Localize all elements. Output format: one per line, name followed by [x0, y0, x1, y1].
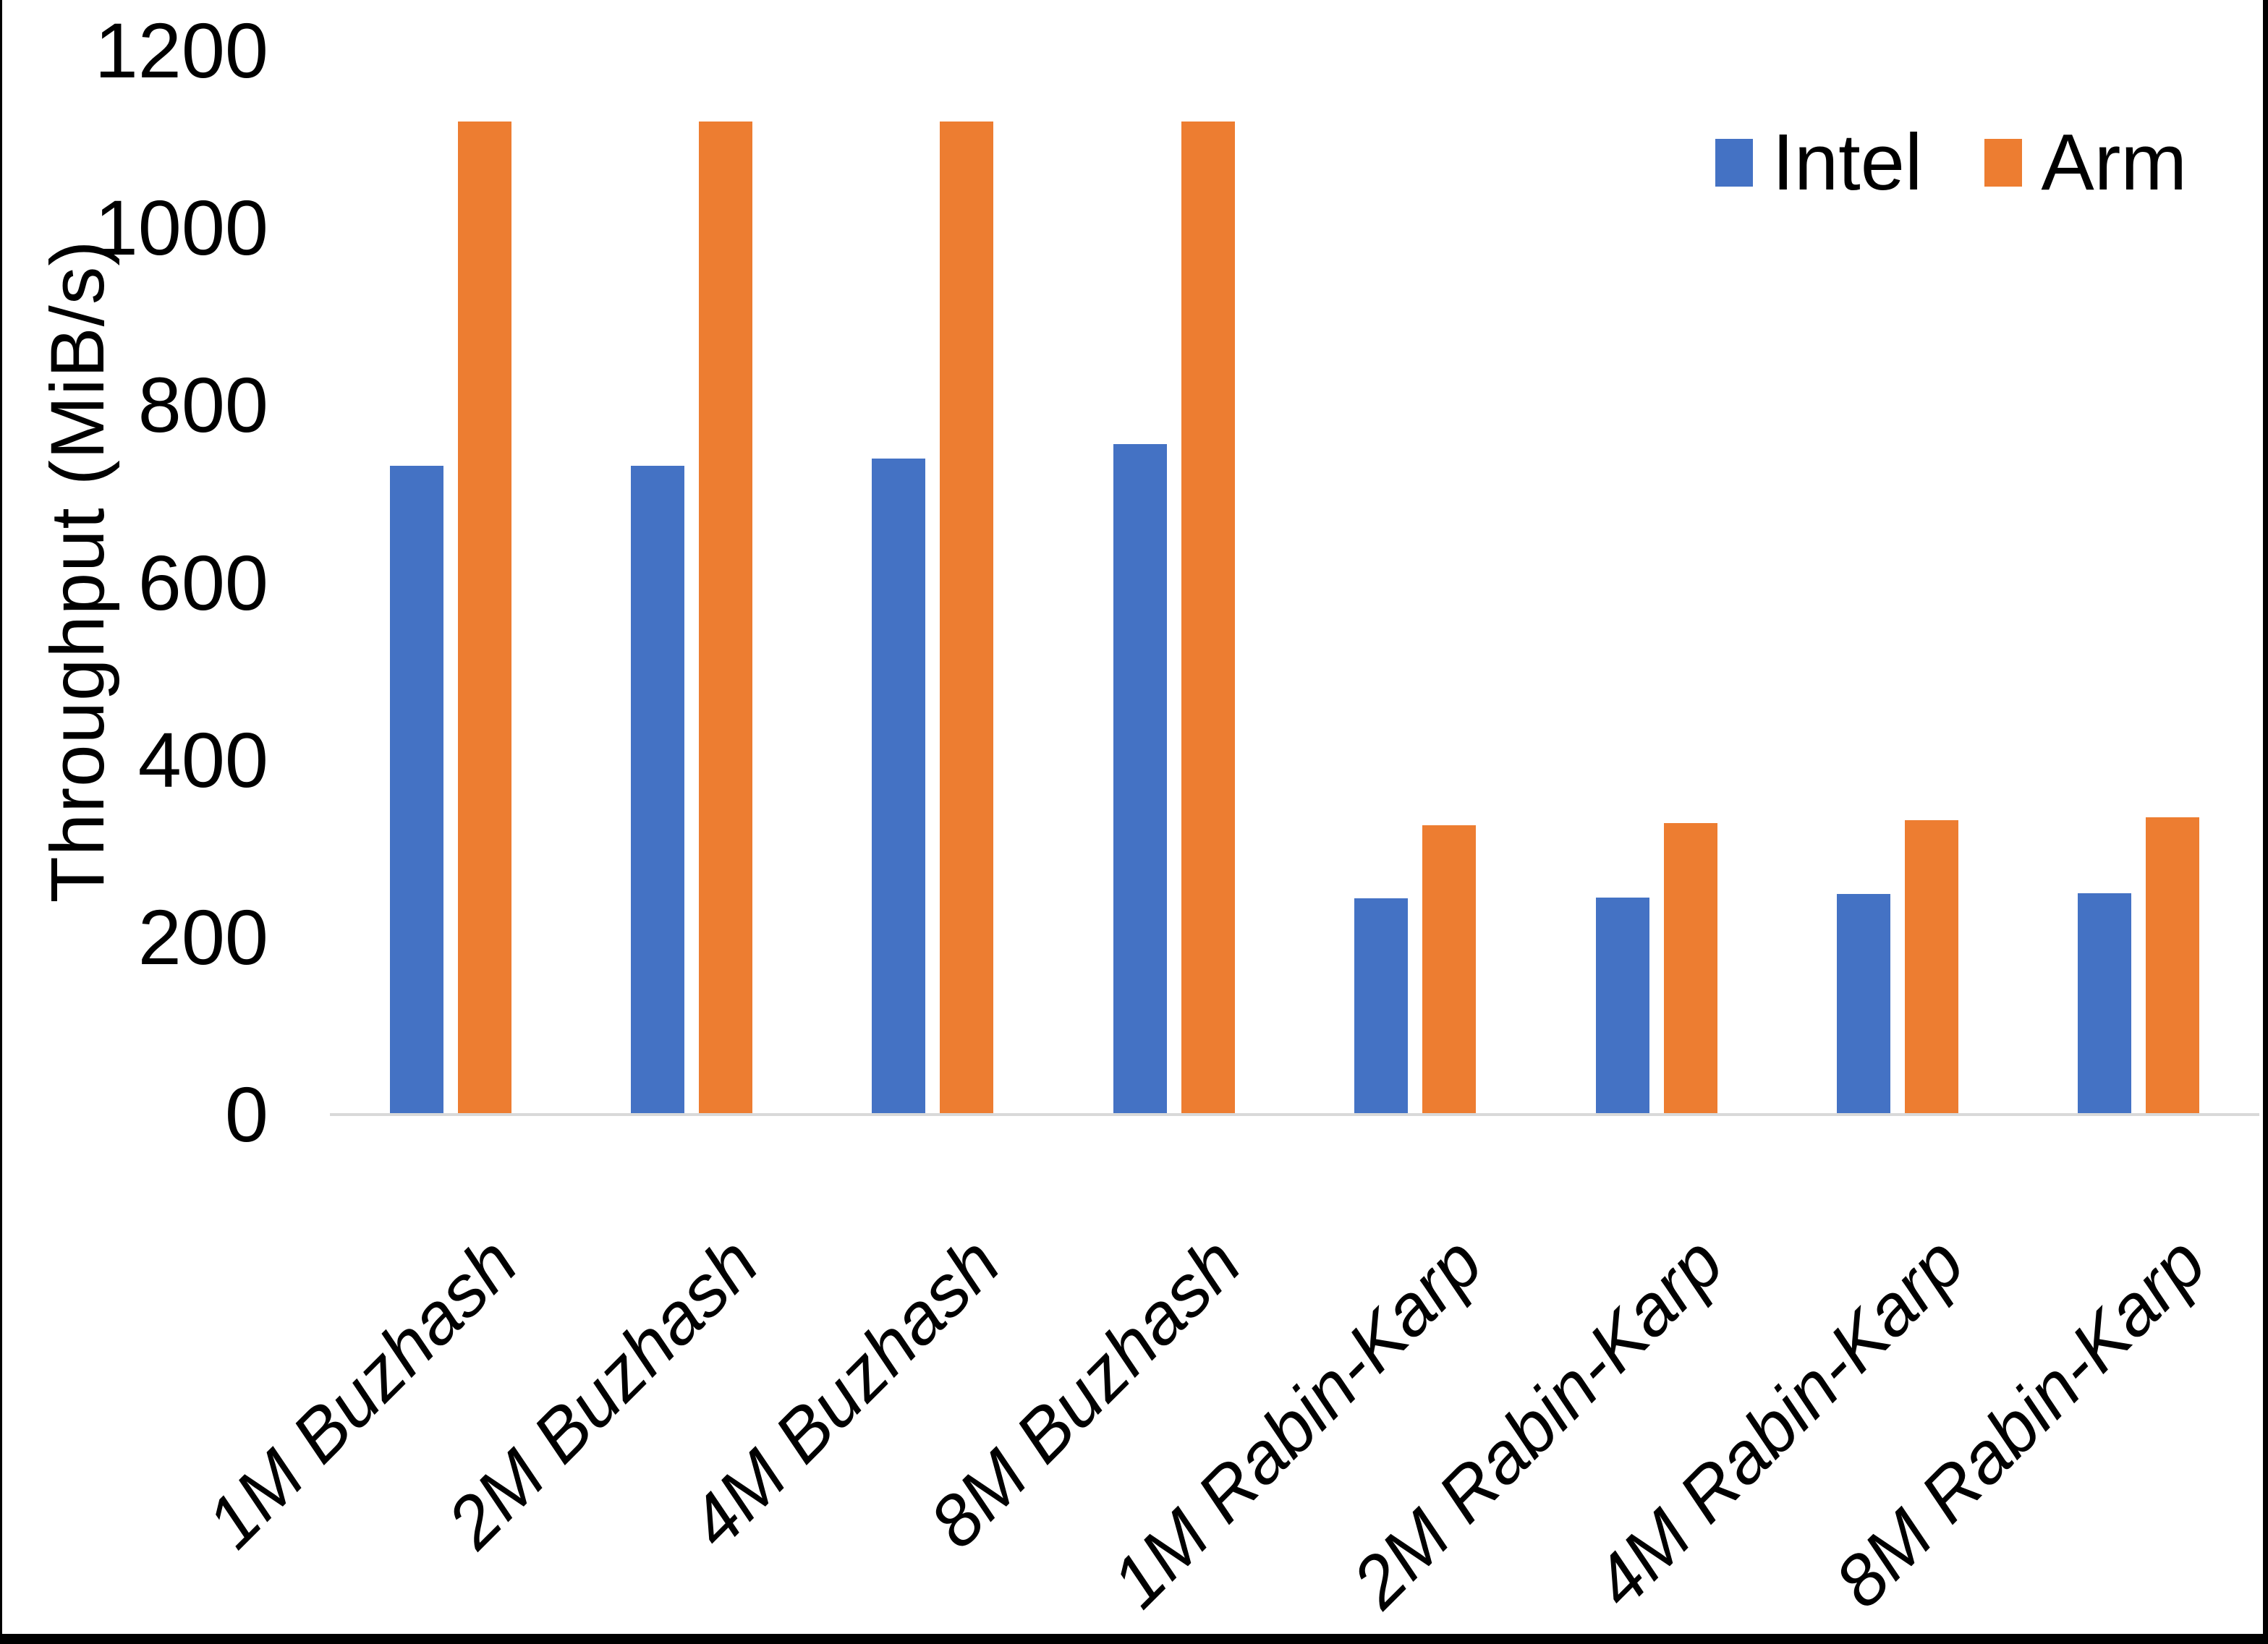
x-axis-category-labels: 1M Buzhash 2M Buzhash 4M Buzhash 8M Buzhash…: [191, 1128, 2259, 1623]
y-tick-label: 0: [224, 1070, 268, 1158]
y-tick-label: 600: [137, 538, 268, 626]
y-tick-label: 1200: [94, 7, 268, 94]
bar-arm-1: [457, 122, 511, 1115]
bar-arm-7: [1904, 820, 1958, 1115]
bar-group-2m-buzhash: [571, 51, 812, 1115]
bar-intel-7: [1836, 893, 1890, 1115]
y-axis-tick-labels: 0 200 400 600 800 1000 1200: [2, 12, 268, 1154]
x-label-cell: 4M Rabin-Karp: [1579, 1128, 2018, 1623]
y-tick-label: 800: [137, 361, 268, 449]
bar-intel-5: [1354, 898, 1409, 1115]
legend-swatch-arm: [1984, 139, 2023, 187]
bar-intel-3: [872, 458, 926, 1115]
x-category-label: 1M Buzhash: [190, 1222, 533, 1564]
bar-group-8m-buzhash: [1053, 51, 1294, 1115]
bar-intel-4: [1113, 444, 1167, 1115]
x-axis-line: [330, 1113, 2259, 1116]
bar-arm-5: [1422, 825, 1477, 1115]
legend-item-arm: Arm: [1984, 123, 2187, 203]
bar-group-1m-buzhash: [330, 51, 571, 1115]
bar-intel-6: [1595, 897, 1649, 1115]
x-category-label: 8M Rabin-Karp: [1819, 1222, 2221, 1624]
x-category-label: 2M Rabin-Karp: [1337, 1222, 1739, 1624]
bar-intel-8: [2078, 893, 2132, 1115]
x-label-cell: 2M Rabin-Karp: [1337, 1128, 1777, 1623]
x-category-label: 1M Rabin-Karp: [1095, 1222, 1498, 1624]
x-label-cell: 1M Rabin-Karp: [1096, 1128, 1536, 1623]
bar-arm-8: [2146, 817, 2200, 1115]
bar-arm-6: [1663, 822, 1717, 1115]
bar-arm-3: [940, 122, 994, 1115]
y-tick-label: 200: [137, 893, 268, 981]
legend: Intel Arm: [1715, 123, 2187, 203]
y-tick-label: 1000: [94, 184, 268, 272]
legend-label: Arm: [2041, 118, 2187, 207]
x-label-cell: 1M Buzhash: [191, 1128, 571, 1577]
bar-group-4m-rabin-karp: [1777, 51, 2018, 1115]
legend-label: Intel: [1772, 118, 1923, 207]
plot-area: [330, 51, 2259, 1116]
bar-intel-1: [389, 465, 443, 1115]
x-category-label: 8M Buzhash: [914, 1222, 1257, 1564]
x-category-label: 2M Buzhash: [432, 1222, 774, 1564]
bar-group-1m-rabin-karp: [1295, 51, 1536, 1115]
bar-arm-2: [699, 122, 753, 1115]
x-label-cell: 2M Buzhash: [432, 1128, 812, 1577]
legend-item-intel: Intel: [1715, 123, 1922, 203]
x-category-label: 4M Rabin-Karp: [1578, 1222, 1980, 1624]
bar-intel-2: [631, 465, 685, 1115]
x-label-cell: 8M Rabin-Karp: [1819, 1128, 2259, 1623]
bar-arm-4: [1181, 122, 1235, 1115]
x-label-cell: 4M Buzhash: [674, 1128, 1053, 1577]
bar-group-4m-buzhash: [812, 51, 1053, 1115]
legend-swatch-intel: [1715, 139, 1754, 187]
bar-group-8m-rabin-karp: [2018, 51, 2259, 1115]
x-category-label: 4M Buzhash: [673, 1222, 1015, 1564]
bar-group-2m-rabin-karp: [1536, 51, 1777, 1115]
x-label-cell: 8M Buzhash: [914, 1128, 1294, 1577]
y-tick-label: 400: [137, 715, 268, 804]
